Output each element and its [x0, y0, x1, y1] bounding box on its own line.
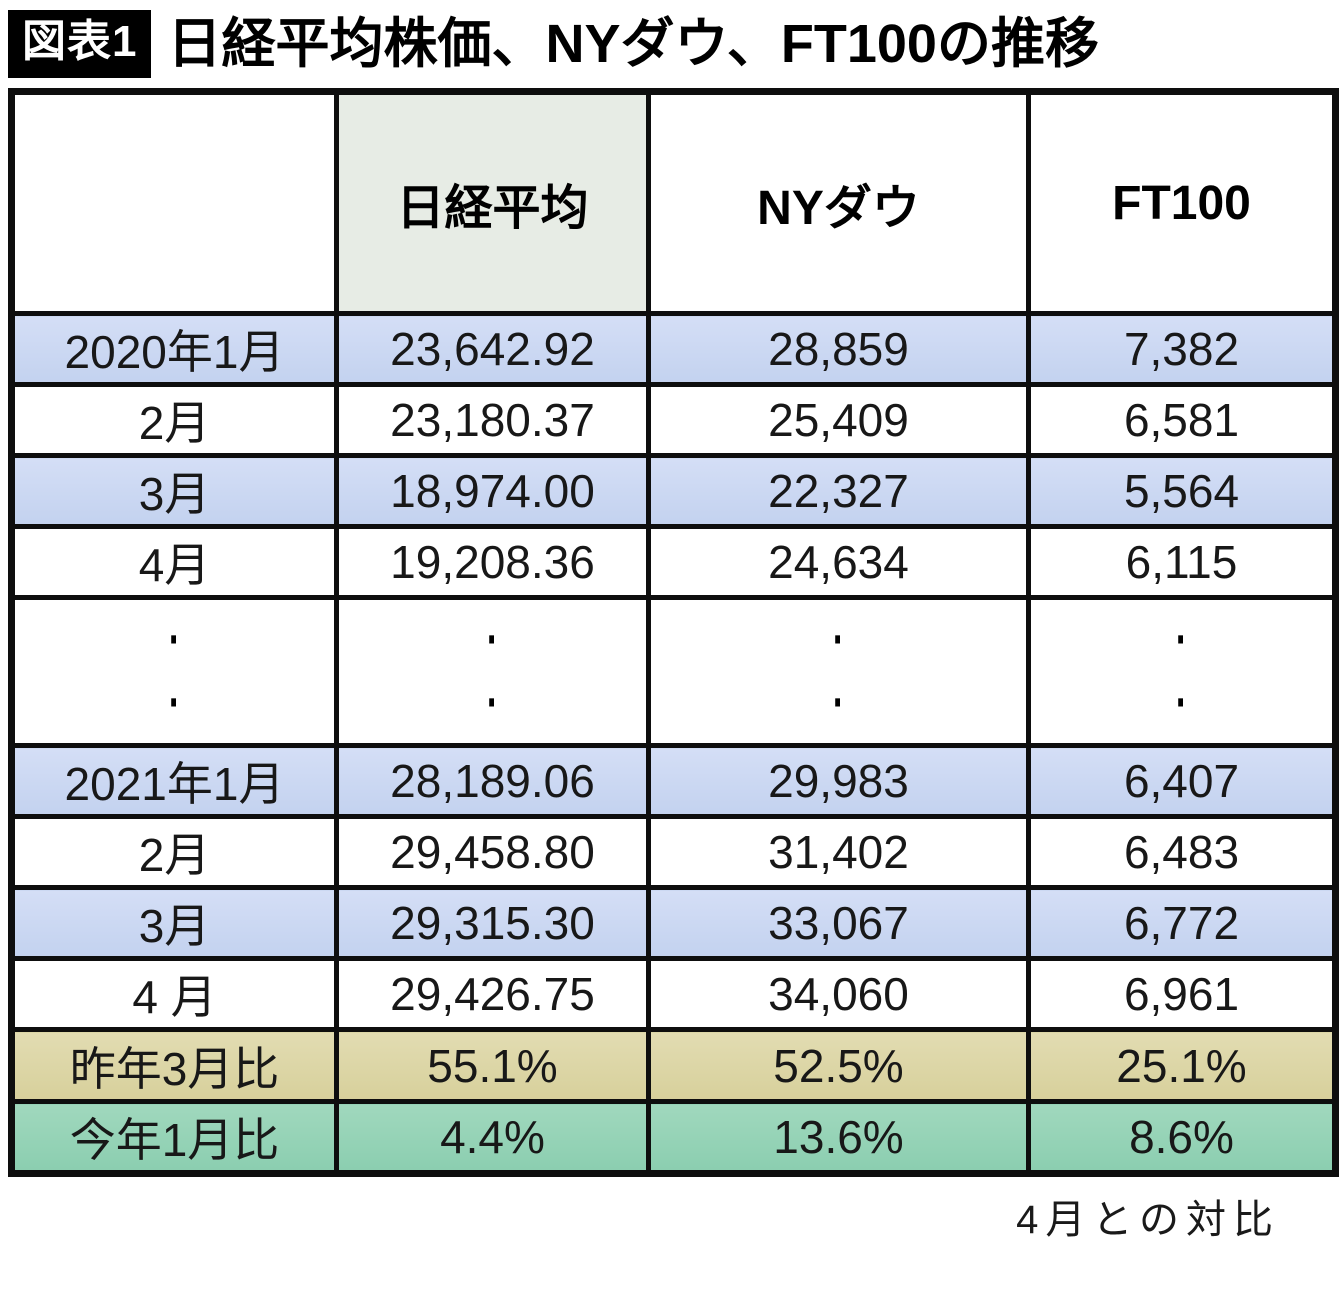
row-label: 3月	[9, 453, 339, 529]
ellipsis-dot: ·	[832, 671, 845, 733]
ellipsis-row: · · · · · · · ·	[9, 595, 1338, 748]
row-label: 2021年1月	[9, 743, 339, 819]
cell-nikkei: 19,208.36	[334, 524, 651, 600]
cell-ft100: 6,581	[1026, 382, 1338, 458]
cell-ft100: 8.6%	[1026, 1099, 1338, 1176]
cell-nikkei: 29,426.75	[334, 956, 651, 1032]
cell-ft100: 5,564	[1026, 453, 1338, 529]
ellipsis-cell: · ·	[9, 595, 339, 748]
cell-nikkei: 29,315.30	[334, 885, 651, 961]
cell-nydow: 52.5%	[646, 1027, 1031, 1104]
ellipsis-dots: · ·	[342, 612, 644, 729]
cell-nikkei: 23,642.92	[334, 311, 651, 387]
cell-nikkei: 55.1%	[334, 1027, 651, 1104]
cell-nikkei: 23,180.37	[334, 382, 651, 458]
ellipsis-cell: · ·	[646, 595, 1031, 748]
cell-nydow: 13.6%	[646, 1099, 1031, 1176]
ellipsis-dot: ·	[168, 608, 181, 670]
header-nydow-cell: NYダウ	[646, 89, 1031, 316]
ellipsis-dot: ·	[832, 608, 845, 670]
cell-ft100: 6,483	[1026, 814, 1338, 890]
cell-ft100: 25.1%	[1026, 1027, 1338, 1104]
figure-titlebar: 図表1 日経平均株価、NYダウ、FT100の推移	[0, 0, 1340, 86]
figure-number-badge: 図表1	[8, 10, 152, 78]
compare-row-last-march: 昨年3月比 55.1% 52.5% 25.1%	[9, 1027, 1338, 1104]
stock-index-table: 日経平均 NYダウ FT100 2020年1月 23,642.92 28,859…	[8, 88, 1339, 1177]
table-row: 2021年1月 28,189.06 29,983 6,407	[9, 743, 1338, 819]
cell-nydow: 25,409	[646, 382, 1031, 458]
ellipsis-dot: ·	[1175, 608, 1188, 670]
row-label: 昨年3月比	[9, 1027, 339, 1104]
cell-nydow: 22,327	[646, 453, 1031, 529]
ellipsis-cell: · ·	[334, 595, 651, 748]
cell-ft100: 7,382	[1026, 311, 1338, 387]
cell-nydow: 31,402	[646, 814, 1031, 890]
ellipsis-dot: ·	[486, 671, 499, 733]
ellipsis-cell: · ·	[1026, 595, 1338, 748]
cell-nydow: 24,634	[646, 524, 1031, 600]
cell-nikkei: 4.4%	[334, 1099, 651, 1176]
comparison-note: 4月との対比	[1016, 1198, 1280, 1242]
ellipsis-dots: · ·	[1034, 612, 1331, 729]
table-row: 4 月 29,426.75 34,060 6,961	[9, 956, 1338, 1032]
table-header-row: 日経平均 NYダウ FT100	[9, 89, 1338, 316]
table-row: 2020年1月 23,642.92 28,859 7,382	[9, 311, 1338, 387]
cell-nikkei: 29,458.80	[334, 814, 651, 890]
ellipsis-dots: · ·	[654, 612, 1024, 729]
cell-nydow: 29,983	[646, 743, 1031, 819]
table-row: 3月 18,974.00 22,327 5,564	[9, 453, 1338, 529]
row-label: 2月	[9, 814, 339, 890]
cell-ft100: 6,115	[1026, 524, 1338, 600]
compare-row-this-january: 今年1月比 4.4% 13.6% 8.6%	[9, 1099, 1338, 1176]
row-label: 4 月	[9, 956, 339, 1032]
table-row: 4月 19,208.36 24,634 6,115	[9, 524, 1338, 600]
cell-nikkei: 28,189.06	[334, 743, 651, 819]
ellipsis-dot: ·	[168, 671, 181, 733]
figure-title: 日経平均株価、NYダウ、FT100の推移	[167, 14, 1099, 74]
cell-nydow: 28,859	[646, 311, 1031, 387]
cell-nikkei: 18,974.00	[334, 453, 651, 529]
table-row: 2月 29,458.80 31,402 6,483	[9, 814, 1338, 890]
header-nikkei-cell: 日経平均	[334, 89, 651, 316]
table-row: 2月 23,180.37 25,409 6,581	[9, 382, 1338, 458]
row-label: 3月	[9, 885, 339, 961]
ellipsis-dot: ·	[486, 608, 499, 670]
cell-ft100: 6,772	[1026, 885, 1338, 961]
row-label: 2020年1月	[9, 311, 339, 387]
cell-nydow: 33,067	[646, 885, 1031, 961]
cell-ft100: 6,407	[1026, 743, 1338, 819]
header-month-cell	[9, 89, 339, 316]
ellipsis-dots: · ·	[17, 612, 332, 729]
cell-ft100: 6,961	[1026, 956, 1338, 1032]
table-row: 3月 29,315.30 33,067 6,772	[9, 885, 1338, 961]
row-label: 今年1月比	[9, 1099, 339, 1176]
row-label: 4月	[9, 524, 339, 600]
cell-nydow: 34,060	[646, 956, 1031, 1032]
row-label: 2月	[9, 382, 339, 458]
header-ft100-cell: FT100	[1026, 89, 1338, 316]
ellipsis-dot: ·	[1175, 671, 1188, 733]
